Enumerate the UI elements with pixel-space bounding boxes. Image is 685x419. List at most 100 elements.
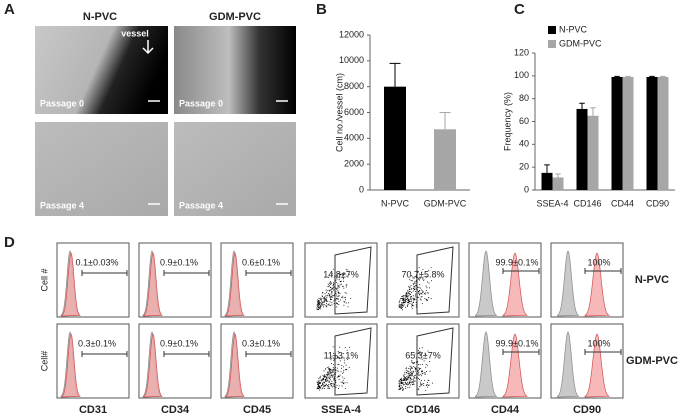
event-dot — [402, 307, 404, 309]
event-dot — [411, 378, 413, 380]
event-dot — [327, 380, 329, 382]
event-dot — [339, 274, 341, 276]
event-dot — [402, 303, 404, 305]
event-dot — [344, 272, 346, 274]
event-dot — [331, 291, 333, 293]
event-dot — [406, 302, 408, 304]
event-dot — [346, 302, 348, 304]
event-dot — [409, 368, 411, 370]
event-dot — [331, 304, 333, 306]
bar — [646, 76, 658, 190]
event-dot — [418, 353, 420, 355]
event-dot — [327, 294, 329, 296]
event-dot — [408, 373, 410, 375]
y-tick-label: 100 — [514, 70, 529, 80]
marker-label: CD34 — [161, 404, 190, 416]
event-dot — [324, 374, 326, 376]
x-tick-label: N-PVC — [381, 198, 410, 208]
legend-entry: GDM-PVC — [559, 38, 602, 48]
histogram — [143, 333, 163, 398]
panel-label: D — [4, 234, 15, 251]
column-title: GDM-PVC — [209, 11, 261, 23]
gate — [81, 270, 128, 276]
event-dot — [331, 287, 333, 289]
event-dot — [343, 287, 345, 289]
event-dot — [337, 350, 339, 352]
group-label: GDM-PVC — [626, 355, 678, 367]
event-dot — [326, 299, 328, 301]
event-dot — [325, 298, 327, 300]
event-dot — [332, 357, 334, 359]
gate — [502, 268, 540, 274]
event-dot — [412, 283, 414, 285]
bar — [611, 76, 623, 190]
event-dot — [423, 280, 425, 282]
event-dot — [404, 376, 406, 378]
event-dot — [326, 376, 328, 378]
event-dot — [326, 302, 328, 304]
event-dot — [398, 388, 400, 390]
event-dot — [412, 370, 414, 372]
event-dot — [408, 300, 410, 302]
event-dot — [411, 302, 413, 304]
arrow — [142, 40, 154, 55]
event-dot — [398, 302, 400, 304]
event-dot — [409, 303, 411, 305]
event-dot — [337, 283, 339, 285]
event-dot — [325, 289, 327, 291]
event-dot — [319, 381, 321, 383]
histogram — [475, 250, 498, 317]
event-dot — [336, 277, 338, 279]
plot-frame — [304, 323, 378, 399]
event-dot — [412, 376, 414, 378]
event-dot — [414, 375, 416, 377]
event-dot — [412, 372, 414, 374]
event-dot — [422, 278, 424, 280]
event-dot — [414, 286, 416, 288]
event-dot — [338, 286, 340, 288]
event-dot — [412, 372, 414, 374]
event-dot — [425, 366, 427, 368]
event-dot — [329, 301, 331, 303]
event-dot — [421, 291, 423, 293]
error-bar — [614, 75, 620, 77]
event-dot — [318, 305, 320, 307]
event-dot — [335, 372, 337, 374]
event-dot — [319, 385, 321, 387]
y-tick-label: 20 — [519, 162, 529, 172]
event-dot — [319, 379, 321, 381]
event-dot — [343, 359, 345, 361]
y-tick-label: 80 — [519, 93, 529, 103]
event-dot — [330, 283, 332, 285]
event-dot — [327, 277, 329, 279]
event-dot — [329, 294, 331, 296]
event-dot — [327, 368, 329, 370]
percentage-label: 11±3.1% — [324, 350, 359, 360]
event-dot — [339, 281, 341, 283]
event-dot — [337, 285, 339, 287]
event-dot — [325, 298, 327, 300]
event-dot — [420, 379, 422, 381]
event-dot — [342, 376, 344, 378]
event-dot — [331, 383, 333, 385]
event-dot — [424, 293, 426, 295]
event-dot — [408, 286, 410, 288]
event-dot — [413, 383, 415, 385]
event-dot — [418, 367, 420, 369]
marker-label: CD146 — [406, 404, 440, 416]
event-dot — [419, 383, 421, 385]
event-dot — [319, 377, 321, 379]
event-dot — [401, 302, 403, 304]
event-dot — [408, 383, 410, 385]
event-dot — [328, 380, 330, 382]
event-dot — [327, 283, 329, 285]
event-dot — [411, 304, 413, 306]
event-dot — [327, 286, 329, 288]
y-tick-label: 4000 — [344, 133, 364, 143]
event-dot — [402, 297, 404, 299]
event-dot — [333, 376, 335, 378]
event-dot — [408, 371, 410, 373]
event-dot — [340, 283, 342, 285]
event-dot — [317, 300, 319, 302]
